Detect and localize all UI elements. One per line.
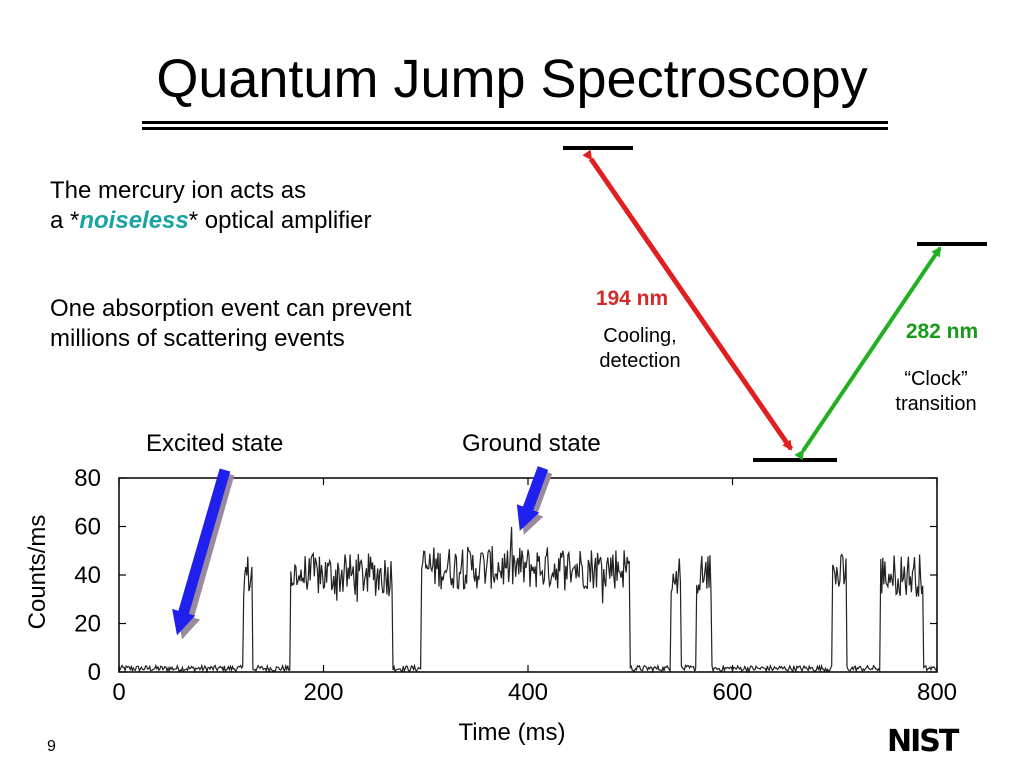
- red-transition-arrow: [582, 149, 794, 451]
- red-desc-line1: Cooling,: [603, 325, 677, 347]
- x-tick-label: 800: [917, 679, 957, 706]
- slide-title: Quantum Jump Spectroscopy: [156, 49, 868, 109]
- y-tick-label: 0: [88, 659, 101, 686]
- title-rule-top: [142, 121, 888, 124]
- text-pre: a *: [50, 207, 80, 234]
- y-tick-label: 80: [74, 465, 101, 492]
- green-wavelength-label: 282 nm: [905, 320, 979, 343]
- excited-state-label: Excited state: [146, 430, 284, 457]
- y-tick-label: 60: [74, 514, 101, 541]
- title-rule-bottom: [142, 127, 888, 130]
- excited-state-arrow: [172, 468, 231, 636]
- text-line: The mercury ion acts as: [50, 177, 307, 204]
- y-tick-label: 20: [74, 611, 101, 638]
- photon-count-trace: [118, 526, 938, 674]
- green-description: “Clock” transition: [866, 367, 1006, 417]
- upper-level-clock: [917, 242, 987, 246]
- text-post: * optical amplifier: [188, 207, 372, 234]
- x-tick-label: 400: [508, 679, 548, 706]
- page-number: 9: [47, 738, 56, 755]
- green-transition-arrow: [794, 246, 942, 461]
- red-desc-line2: detection: [599, 350, 681, 372]
- upper-level-cooling: [563, 146, 633, 150]
- x-tick-label: 200: [303, 679, 343, 706]
- text-line: a *noiseless* optical amplifier: [50, 206, 372, 236]
- x-axis-ticks: 0 200 400 600 800: [112, 478, 957, 706]
- text-block-amplifier: The mercury ion acts as a *noiseless* op…: [50, 176, 372, 236]
- x-axis-label: Time (ms): [458, 719, 566, 746]
- ground-state-label: Ground state: [462, 430, 601, 457]
- text-block-absorption: One absorption event can prevent million…: [50, 294, 412, 354]
- nist-logo: NIST: [887, 724, 959, 759]
- y-axis-label: Counts/ms: [24, 514, 51, 630]
- y-tick-label: 40: [74, 562, 101, 589]
- x-tick-label: 0: [112, 679, 125, 706]
- plot-frame: [118, 477, 938, 673]
- noiseless-highlight: noiseless: [79, 207, 189, 234]
- green-desc-line2: transition: [895, 393, 977, 415]
- ground-state-arrow: [516, 466, 549, 531]
- x-tick-label: 600: [712, 679, 752, 706]
- red-description: Cooling, detection: [570, 324, 710, 374]
- text-line: One absorption event can prevent: [50, 295, 412, 322]
- text-line: millions of scattering events: [50, 325, 345, 352]
- green-desc-line1: “Clock”: [904, 368, 968, 390]
- red-wavelength-label: 194 nm: [595, 287, 669, 310]
